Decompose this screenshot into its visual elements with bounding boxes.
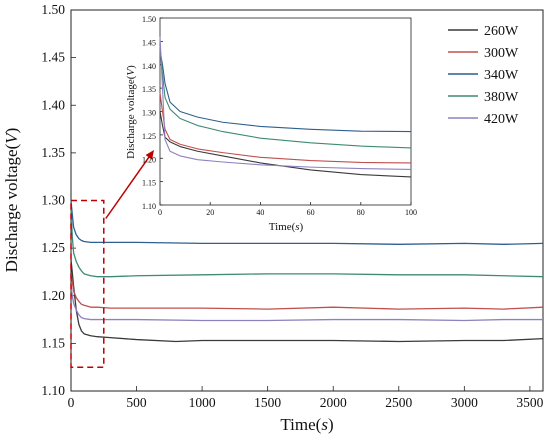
main-x-tick-label: 1000 [189, 395, 216, 410]
inset-series-420w [159, 36, 412, 171]
inset-y-tick-label: 1.30 [142, 109, 156, 118]
inset-y-tick-label: 1.50 [142, 15, 156, 24]
main-y-tick-label: 1.40 [41, 97, 65, 112]
zoom-region-box [70, 199, 105, 368]
inset-x-tick-label: 100 [405, 208, 417, 217]
legend: 260W 300W 340W 380W 420W [448, 24, 519, 127]
main-x-tick-label: 2500 [385, 395, 412, 410]
inset-series-group [159, 36, 412, 178]
main-x-tick-label: 2000 [320, 395, 347, 410]
inset-y-tick-label: 1.15 [142, 179, 156, 188]
main-x-tick-label: 3000 [451, 395, 478, 410]
inset-x-tick-label: 0 [158, 208, 162, 217]
legend-label-340w: 340W [484, 68, 519, 83]
inset-y-tick-label: 1.10 [142, 202, 156, 211]
inset-y-tick-label: 1.45 [142, 38, 156, 47]
main-y-tick-label: 1.15 [41, 335, 65, 350]
inset-x-axis-title: Time(s) [269, 221, 304, 233]
main-series-300w [70, 274, 544, 310]
zoom-arrowhead [145, 150, 154, 160]
inset-x-tick-label: 40 [256, 208, 264, 217]
main-y-tick-label: 1.35 [41, 145, 65, 160]
inset-x-tick-label: 60 [307, 208, 315, 217]
main-y-axis-title: Discharge voltage(V) [2, 128, 21, 273]
inset-x-tick-label: 80 [357, 208, 365, 217]
inset-y-axis-title: Discharge voltage(V) [125, 65, 137, 159]
main-y-tick-label: 1.30 [41, 193, 65, 208]
main-y-tick-label: 1.50 [41, 2, 65, 17]
main-x-axis-title: Time(s) [280, 415, 333, 434]
main-y-tick-label: 1.45 [41, 50, 65, 65]
inset-series-380w [159, 46, 412, 149]
legend-label-380w: 380W [484, 90, 519, 105]
main-series-260w [70, 259, 544, 343]
main-y-tick-label: 1.25 [41, 240, 65, 255]
inset-y-tick-label: 1.20 [142, 155, 156, 164]
inset-axis-ticks [159, 17, 412, 206]
main-y-tick-label: 1.10 [41, 383, 65, 398]
inset-tick-labels: 0 20 40 60 80 100 1.10 1.15 1.20 1.25 1.30 1.35 1.40… [142, 15, 417, 217]
main-x-tick-label: 1500 [254, 395, 281, 410]
inset-y-tick-label: 1.35 [142, 85, 156, 94]
main-tick-labels: 0 500 1000 1500 2000 2500 3000 35001.101.151.20… [41, 2, 543, 410]
zoom-arrow [105, 156, 150, 219]
legend-label-260w: 260W [484, 24, 519, 39]
main-series-420w [70, 284, 543, 322]
legend-label-300w: 300W [484, 46, 519, 61]
inset-y-tick-label: 1.40 [142, 62, 156, 71]
main-series-380w [70, 209, 544, 278]
inset-y-tick-label: 1.25 [142, 132, 156, 141]
main-x-tick-label: 500 [126, 395, 147, 410]
main-x-tick-label: 3500 [516, 395, 543, 410]
inset-series-340w [159, 50, 412, 133]
main-x-tick-label: 0 [68, 395, 75, 410]
inset-background [157, 18, 411, 205]
main-y-tick-label: 1.20 [41, 288, 65, 303]
legend-label-420w: 420W [484, 112, 519, 127]
inset-x-tick-label: 20 [206, 208, 214, 217]
main-series-group [70, 200, 544, 343]
